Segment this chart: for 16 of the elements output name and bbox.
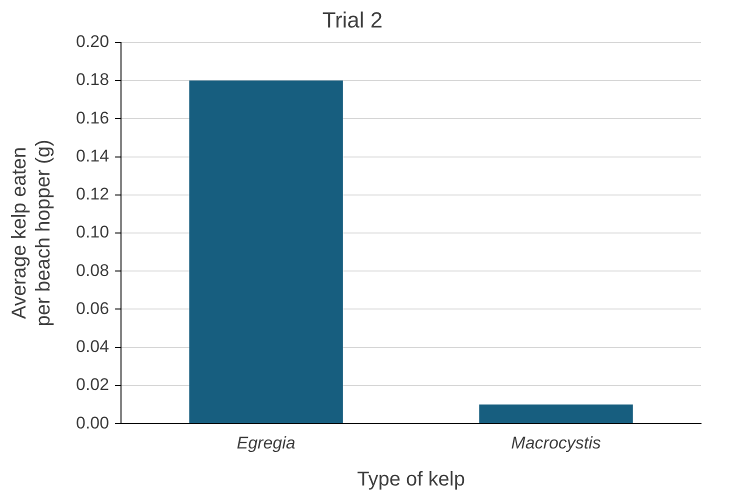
x-axis-title: Type of kelp bbox=[357, 468, 465, 491]
x-tick-label: Macrocystis bbox=[511, 434, 602, 453]
y-tick-label: 0.14 bbox=[76, 146, 110, 166]
y-tick-label: 0.08 bbox=[76, 260, 110, 280]
y-tick-label: 0.18 bbox=[76, 70, 110, 90]
y-axis-title: Average kelp eaten per beach hopper (g) bbox=[8, 140, 55, 326]
y-tick-label: 0.02 bbox=[76, 375, 110, 394]
y-tick-label: 0.20 bbox=[76, 32, 110, 52]
x-tick-label: Egregia bbox=[236, 434, 296, 453]
y-tick-label: 0.12 bbox=[76, 184, 110, 204]
y-tick-label: 0.10 bbox=[76, 222, 110, 242]
y-tick-label: 0.00 bbox=[76, 413, 110, 432]
y-tick-label: 0.06 bbox=[76, 298, 110, 318]
chart-title: Trial 2 bbox=[322, 7, 383, 32]
y-tick-label: 0.16 bbox=[76, 108, 110, 128]
y-tick-label: 0.04 bbox=[76, 337, 110, 356]
